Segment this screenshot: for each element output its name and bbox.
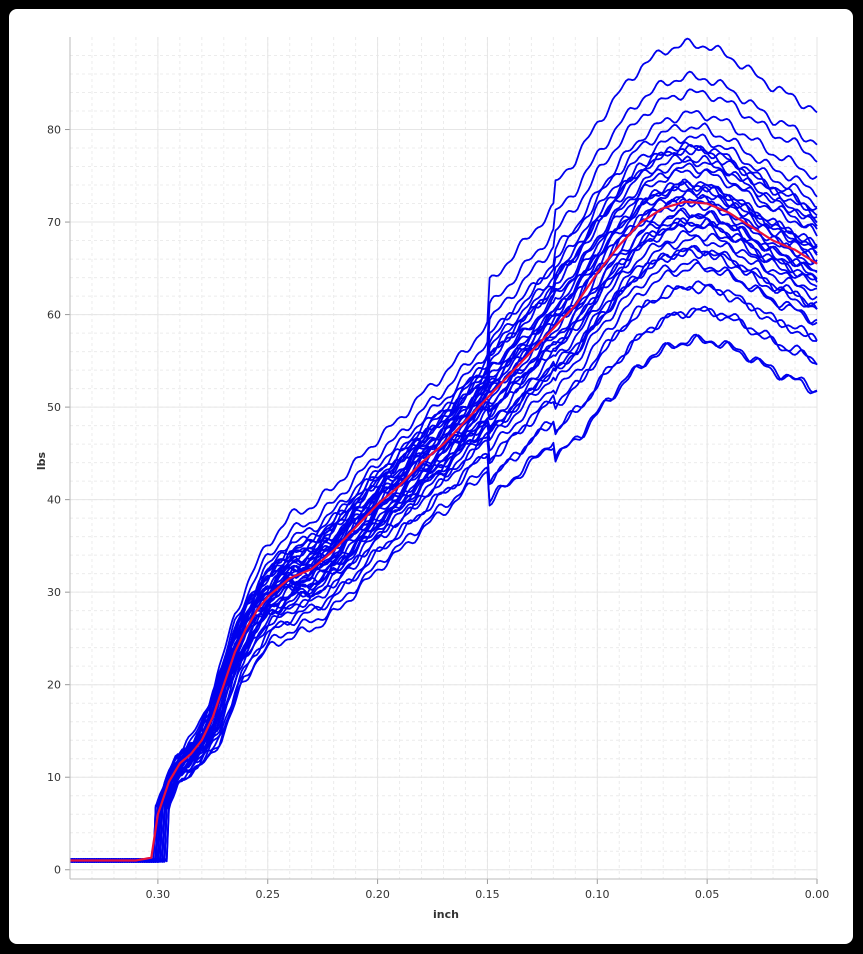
x-tick-label: 0.00 bbox=[805, 888, 830, 901]
x-tick-label: 0.30 bbox=[146, 888, 171, 901]
major-grid bbox=[70, 37, 818, 879]
sample-line bbox=[69, 334, 818, 863]
y-tick-label: 20 bbox=[47, 679, 61, 692]
sample-line bbox=[69, 37, 818, 863]
y-tick-label: 10 bbox=[47, 771, 61, 784]
sample-line bbox=[69, 70, 818, 863]
x-tick-label: 0.15 bbox=[475, 888, 500, 901]
x-tick-label: 0.05 bbox=[695, 888, 720, 901]
line-chart: 0.30 0.25 0.20 0.15 0.10 0.05 0.00 0 10 20 30 40 50 6… bbox=[35, 37, 829, 921]
sample-line bbox=[69, 155, 818, 863]
y-tick-label: 30 bbox=[47, 586, 61, 599]
sample-series bbox=[69, 37, 818, 863]
sample-line bbox=[69, 133, 818, 863]
sample-line bbox=[69, 258, 818, 863]
average-series bbox=[70, 200, 818, 862]
y-tick-label: 60 bbox=[47, 309, 61, 322]
x-tick-label: 0.25 bbox=[255, 888, 280, 901]
y-tick-label: 40 bbox=[47, 494, 61, 507]
y-tick-label: 80 bbox=[47, 124, 61, 137]
axes: 0.30 0.25 0.20 0.15 0.10 0.05 0.00 0 10 20 30 40 50 6… bbox=[47, 37, 829, 901]
y-tick-label: 50 bbox=[47, 401, 61, 414]
x-tick-label: 0.20 bbox=[365, 888, 390, 901]
sample-line bbox=[69, 261, 818, 863]
sample-line bbox=[69, 333, 818, 863]
chart-panel: 0.30 0.25 0.20 0.15 0.10 0.05 0.00 0 10 20 30 40 50 6… bbox=[9, 9, 853, 944]
sample-line bbox=[69, 193, 818, 863]
y-axis-label: lbs bbox=[35, 451, 48, 470]
y-tick-label: 0 bbox=[54, 864, 61, 877]
y-tick-label: 70 bbox=[47, 216, 61, 229]
sample-line bbox=[69, 234, 818, 863]
average-line bbox=[70, 200, 818, 862]
x-axis-label: inch bbox=[433, 908, 459, 921]
sample-line bbox=[69, 280, 817, 863]
x-tick-label: 0.10 bbox=[585, 888, 610, 901]
